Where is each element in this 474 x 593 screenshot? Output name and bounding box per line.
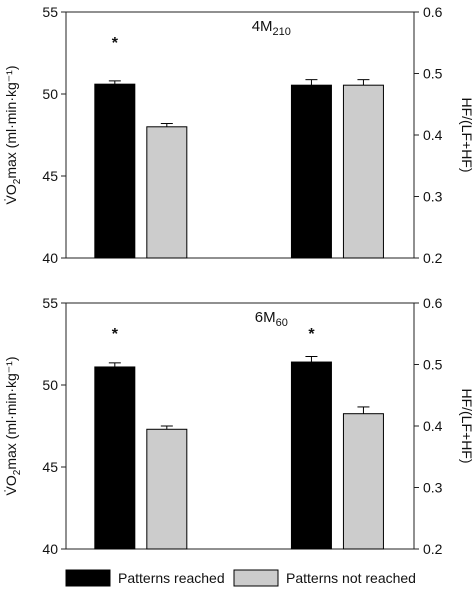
y-axis-label-sub: 2	[12, 178, 23, 184]
bar-reached	[94, 366, 136, 550]
y2-tick-label: 0.6	[423, 4, 443, 20]
significance-marker: *	[112, 326, 119, 343]
y-tick-label: 55	[42, 4, 58, 20]
significance-marker: *	[112, 35, 119, 52]
chart-panel-1: 40 45 50 55 0.2 0.3 0.4 0.5 0.6 4M210 V̇O2max (ml·…	[3, 4, 474, 266]
chart-title-sub: 210	[273, 26, 291, 38]
legend-swatch-2	[233, 569, 279, 587]
chart-title: 6M60	[255, 309, 288, 329]
y2-tick-label: 0.4	[423, 418, 443, 434]
bar-reached	[290, 84, 332, 259]
y2-axis-label: HF/(LF+HF)	[459, 388, 474, 463]
y-axis-label-rest: max (ml·min·kg⁻¹)	[3, 66, 19, 179]
y-tick-label: 50	[42, 86, 58, 102]
chart-title: 4M210	[252, 18, 291, 38]
y2-tick-label: 0.4	[423, 127, 443, 143]
legend-swatch-1	[65, 569, 111, 587]
legend: Patterns reached Patterns not reached	[65, 569, 416, 587]
y-tick-label: 40	[42, 541, 58, 557]
y2-axis-label: HF/(LF+HF)	[459, 97, 474, 172]
chart-title-sub: 60	[276, 317, 288, 329]
bar-not-reached	[342, 413, 384, 550]
y-axis-label: V̇O2max (ml·min·kg⁻¹)	[3, 357, 23, 496]
legend-label-2: Patterns not reached	[286, 570, 416, 586]
y-tick-label: 50	[42, 377, 58, 393]
bar-reached	[94, 83, 136, 259]
y-tick-label: 55	[42, 295, 58, 311]
legend-label-1: Patterns reached	[118, 570, 225, 586]
bar-not-reached	[146, 126, 188, 259]
y2-tick-label: 0.5	[423, 66, 443, 82]
bar-not-reached	[342, 84, 384, 259]
y-axis-label-rest: max (ml·min·kg⁻¹)	[3, 357, 19, 470]
y2-tick-label: 0.3	[423, 189, 443, 205]
y-tick-label: 45	[42, 459, 58, 475]
chart-title-main: 6M	[255, 309, 276, 326]
y2-tick-label: 0.5	[423, 357, 443, 373]
y-tick-label: 40	[42, 250, 58, 266]
significance-marker: *	[308, 326, 315, 343]
y2-tick-label: 0.2	[423, 541, 443, 557]
chart-title-main: 4M	[252, 18, 273, 35]
y-axis-label-main: V̇O	[3, 475, 19, 495]
y2-tick-label: 0.6	[423, 295, 443, 311]
y-axis-label-main: V̇O	[3, 184, 19, 204]
y-axis-label: V̇O2max (ml·min·kg⁻¹)	[3, 66, 23, 205]
chart-panel-2: 40 45 50 55 0.2 0.3 0.4 0.5 0.6 6M60 V̇O2max (ml·m…	[3, 295, 474, 557]
y-axis-label-sub: 2	[12, 469, 23, 475]
bar-reached	[290, 361, 332, 550]
y-tick-label: 45	[42, 168, 58, 184]
y2-tick-label: 0.3	[423, 480, 443, 496]
y2-tick-label: 0.2	[423, 250, 443, 266]
bar-not-reached	[146, 428, 188, 550]
